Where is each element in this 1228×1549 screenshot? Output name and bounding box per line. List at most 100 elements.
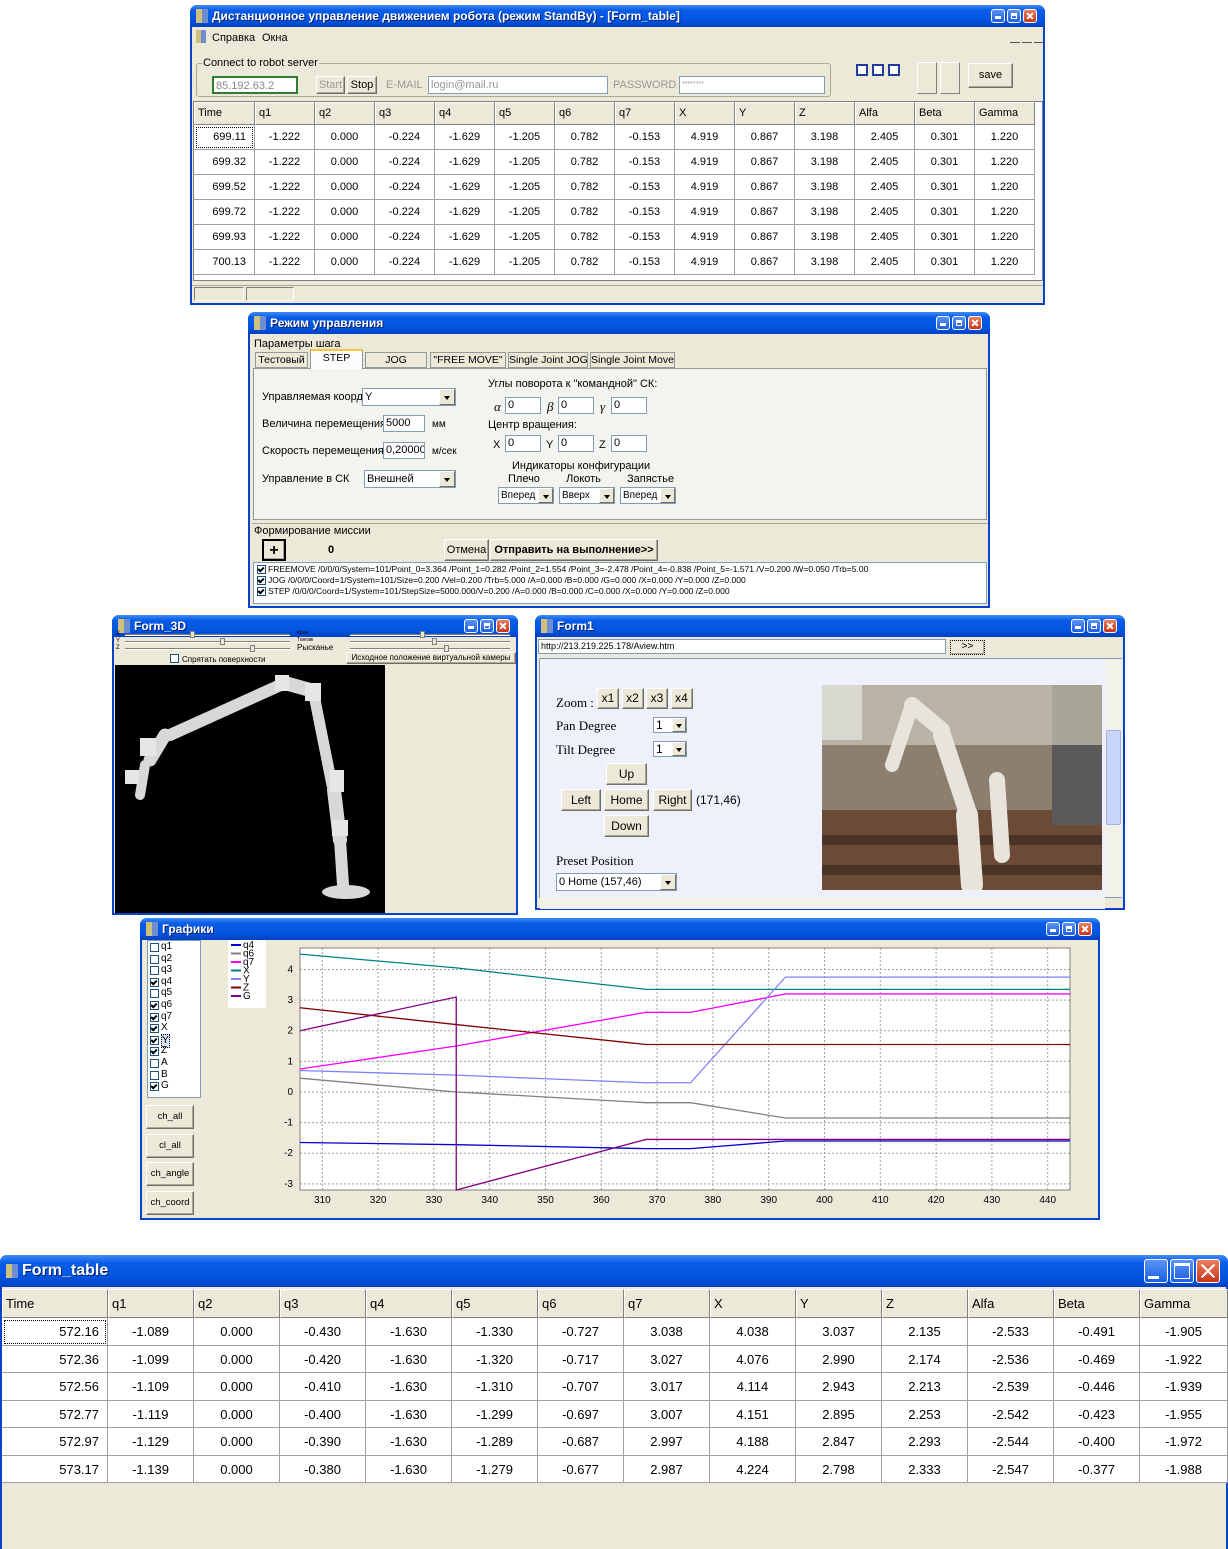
table-cell: -0.224 (375, 125, 435, 150)
center-input[interactable]: 0 (558, 435, 594, 452)
slider-thumb[interactable] (420, 631, 425, 638)
slider-thumb[interactable] (444, 645, 449, 652)
table-cell: 2.293 (882, 1428, 968, 1456)
angle-input[interactable]: 0 (505, 397, 541, 414)
table-cell: -1.629 (435, 250, 495, 275)
menu-item: Окна (262, 32, 288, 44)
minimize-button[interactable] (1144, 1259, 1168, 1283)
left-button[interactable]: Left (561, 789, 601, 811)
table-cell: -1.205 (495, 225, 555, 250)
up-button[interactable]: Up (606, 763, 647, 785)
table-cell: -0.469 (1054, 1346, 1140, 1374)
distance-input[interactable]: 5000 (383, 415, 425, 432)
table-cell: 3.027 (624, 1346, 710, 1374)
minimize-glyph (1075, 626, 1081, 629)
table-cell: 2.405 (855, 225, 915, 250)
save-button[interactable]: save (968, 63, 1013, 88)
password-input[interactable]: ******** (679, 76, 825, 94)
slider-thumb[interactable] (432, 638, 437, 645)
email-input[interactable]: login@mail.ru (428, 76, 608, 94)
table-cell: 2.213 (882, 1373, 968, 1401)
horizontal-icon[interactable] (872, 64, 884, 76)
stop-button[interactable]: Stop (347, 76, 377, 94)
table-cell: 0.782 (555, 225, 615, 250)
table-cell: -1.630 (366, 1346, 452, 1374)
table-cell: -1.905 (1140, 1318, 1228, 1346)
tab[interactable]: JOG (365, 352, 427, 368)
table-cell: 2.405 (855, 175, 915, 200)
cancel-button[interactable]: Отмена (444, 539, 489, 561)
tab[interactable]: Single Joint Move (590, 352, 675, 368)
tab[interactable]: Тестовый (255, 352, 308, 368)
table-cell: -1.629 (435, 175, 495, 200)
table-cell: -1.955 (1140, 1401, 1228, 1429)
send-button[interactable]: Отправить на выполнение>> (490, 539, 658, 561)
table-cell: 0.867 (735, 150, 795, 175)
tab[interactable]: Single Joint JOG (508, 352, 588, 368)
table-cell: -1.630 (366, 1456, 452, 1484)
tab[interactable]: "FREE MOVE" (430, 352, 506, 368)
center-input[interactable]: 0 (505, 435, 541, 452)
x-tick-label: 440 (1039, 1195, 1056, 1206)
table-cell: 0.301 (915, 125, 975, 150)
home-button[interactable]: Home (604, 789, 649, 811)
table-cell: -1.630 (366, 1373, 452, 1401)
zoom-button[interactable]: x3 (646, 688, 668, 709)
slider-thumb[interactable] (250, 645, 255, 652)
angle-input[interactable]: 0 (558, 397, 594, 414)
center-input[interactable]: 0 (611, 435, 647, 452)
zoom-button[interactable]: x4 (671, 688, 693, 709)
table-cell: -2.536 (968, 1346, 1054, 1374)
column-header: q7 (624, 1289, 710, 1318)
right-button[interactable]: Right (653, 789, 692, 811)
scroll-thumb[interactable] (1106, 730, 1121, 825)
table-cell: -0.491 (1054, 1318, 1140, 1346)
checkbox[interactable] (170, 654, 179, 663)
start-button[interactable]: Start (316, 76, 345, 94)
tile-icon[interactable] (856, 64, 868, 76)
table-cell: -0.153 (615, 150, 675, 175)
app-icon (12, 1264, 18, 1278)
table-cell: -0.430 (280, 1318, 366, 1346)
mdi-close[interactable] (1034, 33, 1044, 43)
go-button[interactable]: >> (950, 640, 985, 655)
mdi-restore[interactable] (1022, 33, 1032, 43)
add-button[interactable]: + (262, 539, 286, 561)
table-cell: 4.919 (675, 125, 735, 150)
series-line (300, 1078, 1070, 1118)
window-title: Form_table (22, 1255, 1140, 1287)
slider-thumb[interactable] (190, 631, 195, 638)
table-cell: 0.000 (315, 225, 375, 250)
table-cell: 3.017 (624, 1373, 710, 1401)
zoom-button[interactable]: x2 (622, 688, 644, 709)
table-cell: -0.153 (615, 200, 675, 225)
tab[interactable]: STEP (310, 349, 363, 369)
table-cell: -1.205 (495, 250, 555, 275)
zoom-button[interactable]: x1 (597, 688, 619, 709)
server-ip-input[interactable]: 85.192.63.2 (212, 76, 298, 94)
group-line (252, 523, 988, 524)
preset-select[interactable]: 0 Home (157,46) (556, 873, 677, 891)
vertical-icon[interactable] (888, 64, 900, 76)
column-header: Z (795, 102, 855, 125)
table-cell: 4.076 (710, 1346, 796, 1374)
x-tick-label: 410 (872, 1195, 889, 1206)
url-input[interactable]: http://213.219.225.178/Aview.htm (538, 639, 946, 654)
down-button[interactable]: Down (604, 815, 649, 837)
table-cell: -1.289 (452, 1428, 538, 1456)
x-tick-label: 310 (314, 1195, 331, 1206)
unit-label: мм (432, 419, 446, 431)
mdi-minimize[interactable] (1010, 33, 1020, 43)
series-line (300, 1141, 1070, 1149)
column-header: Y (796, 1289, 882, 1318)
table-cell: 0.000 (315, 200, 375, 225)
speed-input[interactable]: 0,20000 (383, 442, 425, 459)
angle-input[interactable]: 0 (611, 397, 647, 414)
rotation-label: Рысканье (297, 644, 333, 652)
table-cell: -1.299 (452, 1401, 538, 1429)
reset-camera-button[interactable]: Исходное положение виртуальной камеры (346, 652, 516, 664)
table-cell: -1.222 (255, 250, 315, 275)
slider-thumb[interactable] (220, 638, 225, 645)
table-cell: 0.782 (555, 125, 615, 150)
table-cell: 2.333 (882, 1456, 968, 1484)
